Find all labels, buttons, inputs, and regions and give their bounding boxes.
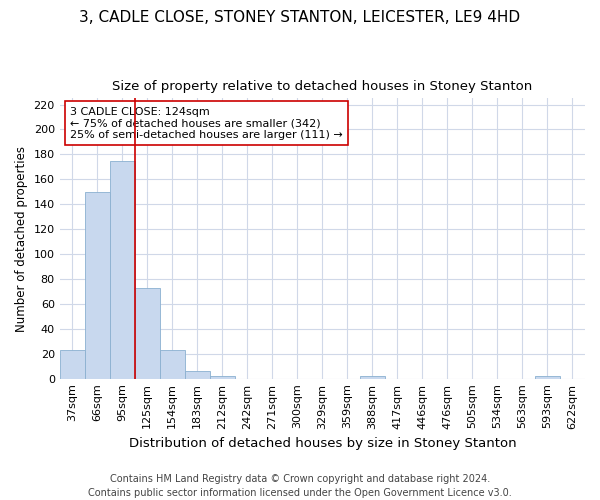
Bar	[360, 376, 385, 378]
Bar	[535, 376, 560, 378]
Y-axis label: Number of detached properties: Number of detached properties	[15, 146, 28, 332]
Bar	[135, 288, 160, 378]
Bar	[160, 350, 185, 378]
Bar	[185, 371, 210, 378]
X-axis label: Distribution of detached houses by size in Stoney Stanton: Distribution of detached houses by size …	[128, 437, 516, 450]
Bar	[210, 376, 235, 378]
Bar	[85, 192, 110, 378]
Title: Size of property relative to detached houses in Stoney Stanton: Size of property relative to detached ho…	[112, 80, 532, 93]
Text: 3, CADLE CLOSE, STONEY STANTON, LEICESTER, LE9 4HD: 3, CADLE CLOSE, STONEY STANTON, LEICESTE…	[79, 10, 521, 25]
Text: 3 CADLE CLOSE: 124sqm
← 75% of detached houses are smaller (342)
25% of semi-det: 3 CADLE CLOSE: 124sqm ← 75% of detached …	[70, 106, 343, 140]
Bar	[59, 350, 85, 378]
Text: Contains HM Land Registry data © Crown copyright and database right 2024.
Contai: Contains HM Land Registry data © Crown c…	[88, 474, 512, 498]
Bar	[110, 160, 135, 378]
